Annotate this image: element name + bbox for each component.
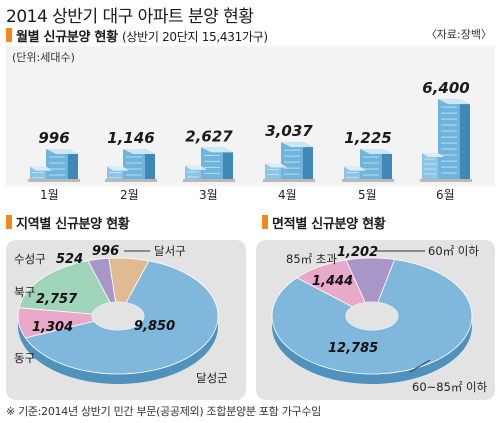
source-label: 〈자료:장백〉 <box>425 28 492 41</box>
bar-value-1: 996 <box>38 129 69 147</box>
section-marker <box>6 215 12 229</box>
section-marker <box>6 28 12 42</box>
monthly-chart-panel <box>6 46 495 186</box>
slice-value-dong: 1,304 <box>32 320 73 335</box>
bar-value-5: 1,225 <box>344 129 391 147</box>
monthly-title: 월별 신규분양 현황 <box>16 30 118 45</box>
slice-name-60to85: 60~85㎡ 이하 <box>412 380 488 394</box>
area-pie <box>271 257 473 384</box>
unit-label: (단위:세대수) <box>12 51 75 64</box>
slice-value-buk: 2,757 <box>36 292 78 307</box>
month-label-1: 1월 <box>40 188 59 202</box>
month-label-2: 2월 <box>120 188 139 202</box>
section-marker <box>262 215 268 229</box>
slice-name-dalseo: 달서구 <box>154 244 186 258</box>
page-title: 2014 상반기 대구 아파트 분양 현황 <box>6 7 254 27</box>
slice-name-suseong: 수성구 <box>14 252 46 266</box>
bar-value-2: 1,146 <box>107 129 154 147</box>
slice-name-dong: 동구 <box>14 351 35 365</box>
slice-value-dalseo: 996 <box>92 244 119 259</box>
slice-name-over85: 85㎡ 초과 <box>286 252 337 266</box>
slice-name-60under: 60㎡ 이하 <box>428 244 479 258</box>
slice-value-60to85: 12,785 <box>328 341 378 356</box>
slice-value-dalseong: 9,850 <box>134 319 175 334</box>
bar-building-5 <box>342 149 394 182</box>
month-label-6: 6월 <box>436 188 455 202</box>
slice-value-60under: 1,202 <box>337 245 378 260</box>
region-title: 지역별 신규분양 현황 <box>16 217 130 232</box>
bar-building-6 <box>420 99 472 182</box>
bar-building-1 <box>28 149 80 182</box>
area-title: 면적별 신규분양 현황 <box>272 217 386 232</box>
section-title-monthly: 월별 신규분양 현황 (상반기 20단지 15,431가구) <box>16 26 268 45</box>
slice-name-buk: 북구 <box>14 285 35 299</box>
bar-building-2 <box>105 149 157 182</box>
month-label-4: 4월 <box>278 188 297 202</box>
slice-name-dalseong: 달성군 <box>196 371 228 385</box>
monthly-bars <box>28 99 472 182</box>
bar-value-3: 2,627 <box>185 127 233 145</box>
bar-value-4: 3,037 <box>265 122 313 140</box>
month-label-3: 3월 <box>199 188 218 202</box>
region-pie <box>17 257 219 384</box>
bar-building-3 <box>183 147 235 182</box>
bar-building-4 <box>263 142 315 182</box>
slice-value-over85: 1,444 <box>312 274 353 289</box>
slice-value-suseong: 524 <box>56 252 83 267</box>
leader-line-60to85 <box>409 359 431 373</box>
footnote: ※ 기준:2014년 상반기 민간 부문(공공제외) 조합분양분 포함 가구수임 <box>6 405 321 418</box>
monthly-subtitle: (상반기 20단지 15,431가구) <box>121 30 268 44</box>
month-label-5: 5월 <box>358 188 377 202</box>
bar-value-6: 6,400 <box>422 79 469 97</box>
